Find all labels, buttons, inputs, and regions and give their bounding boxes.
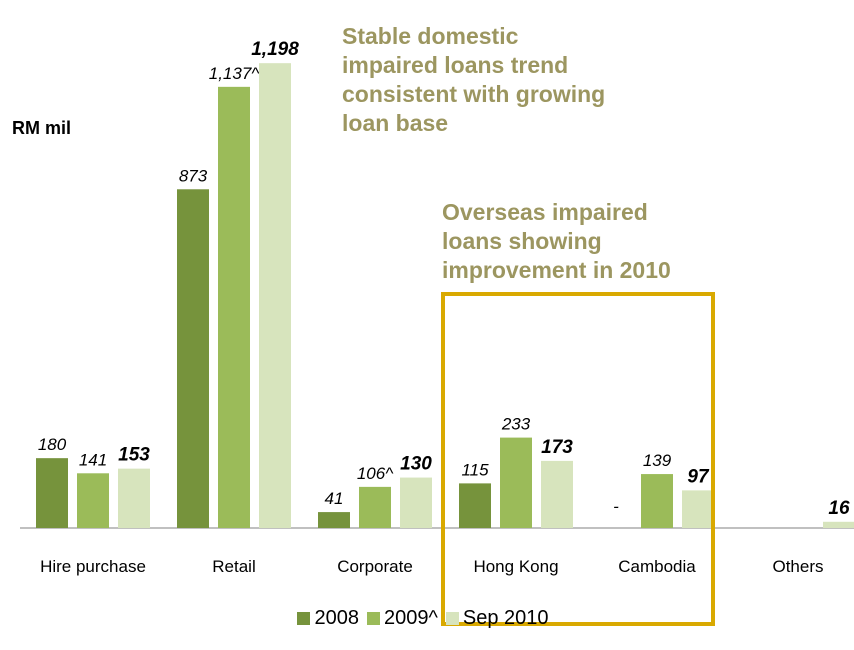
bar-sep-2010-others [823,521,854,528]
bar-sep-2010-corporate [400,477,432,528]
category-label-hire-purchase: Hire purchase [40,557,146,576]
legend-label-sep-2010: Sep 2010 [462,607,549,629]
legend-label-2009: 2009^ [383,607,438,629]
category-label-cambodia: Cambodia [618,557,696,576]
category-label-corporate: Corporate [337,557,413,576]
legend-swatch-sep-2010 [445,612,459,625]
category-label-retail: Retail [212,557,255,576]
impaired-loans-bar-chart: 180 141 153 Hire purchase 873 1,137^ 1,198 Reta… [20,39,854,576]
data-label-2009-retail: 1,137^ [209,64,261,83]
data-label-2008-hire-purchase: 180 [38,435,67,454]
bar-2009-cambodia [641,474,673,528]
data-label-2008-retail: 873 [179,166,208,185]
bar-2009-corporate [359,486,391,528]
legend-swatch-2008 [297,612,311,625]
data-label-2008-hong-kong: 115 [461,460,489,479]
data-label-sep-2010-retail: 1,198 [251,39,299,60]
bar-sep-2010-cambodia [682,490,714,528]
data-label-sep-2010-others: 16 [828,498,850,519]
bar-2008-hire-purchase [36,458,68,528]
data-label-2009-cambodia: 139 [643,451,672,470]
chart-legend: 2008 2009^ Sep 2010 [0,607,854,630]
data-label-sep-2010-hong-kong: 173 [541,437,573,458]
bar-2009-retail [218,86,250,529]
bar-2009-hire-purchase [77,473,109,528]
bar-sep-2010-retail [259,63,291,529]
bar-sep-2010-hong-kong [541,460,573,528]
bar-sep-2010-hire-purchase [118,468,150,528]
overseas-highlight-box [441,292,715,626]
legend-item-2008: 2008 [297,607,359,630]
category-label-hong-kong: Hong Kong [473,557,558,576]
domestic-callout-text: Stable domestic impaired loans trend con… [342,23,606,136]
data-label-sep-2010-cambodia: 97 [687,466,710,487]
data-label-2009-hong-kong: 233 [501,415,531,434]
data-label-2009-corporate: 106^ [357,464,394,483]
bar-2008-corporate [318,512,350,528]
data-label-sep-2010-corporate: 130 [400,454,432,475]
data-label-2008-cambodia: - [613,497,619,516]
bar-2009-hong-kong [500,437,532,528]
legend-label-2008: 2008 [314,607,359,629]
data-label-2008-corporate: 41 [325,489,344,508]
legend-swatch-2009 [366,612,380,625]
legend-item-2009: 2009^ [366,607,438,630]
y-unit-label: RM mil [12,118,72,138]
category-label-others: Others [772,557,823,576]
overseas-callout-text: Overseas impaired loans showing improvem… [442,199,671,283]
bar-2008-hong-kong [459,483,491,528]
data-label-2009-hire-purchase: 141 [79,450,107,469]
bar-2008-retail [177,189,209,528]
legend-item-sep-2010: Sep 2010 [445,607,549,630]
data-label-sep-2010-hire-purchase: 153 [118,445,150,466]
